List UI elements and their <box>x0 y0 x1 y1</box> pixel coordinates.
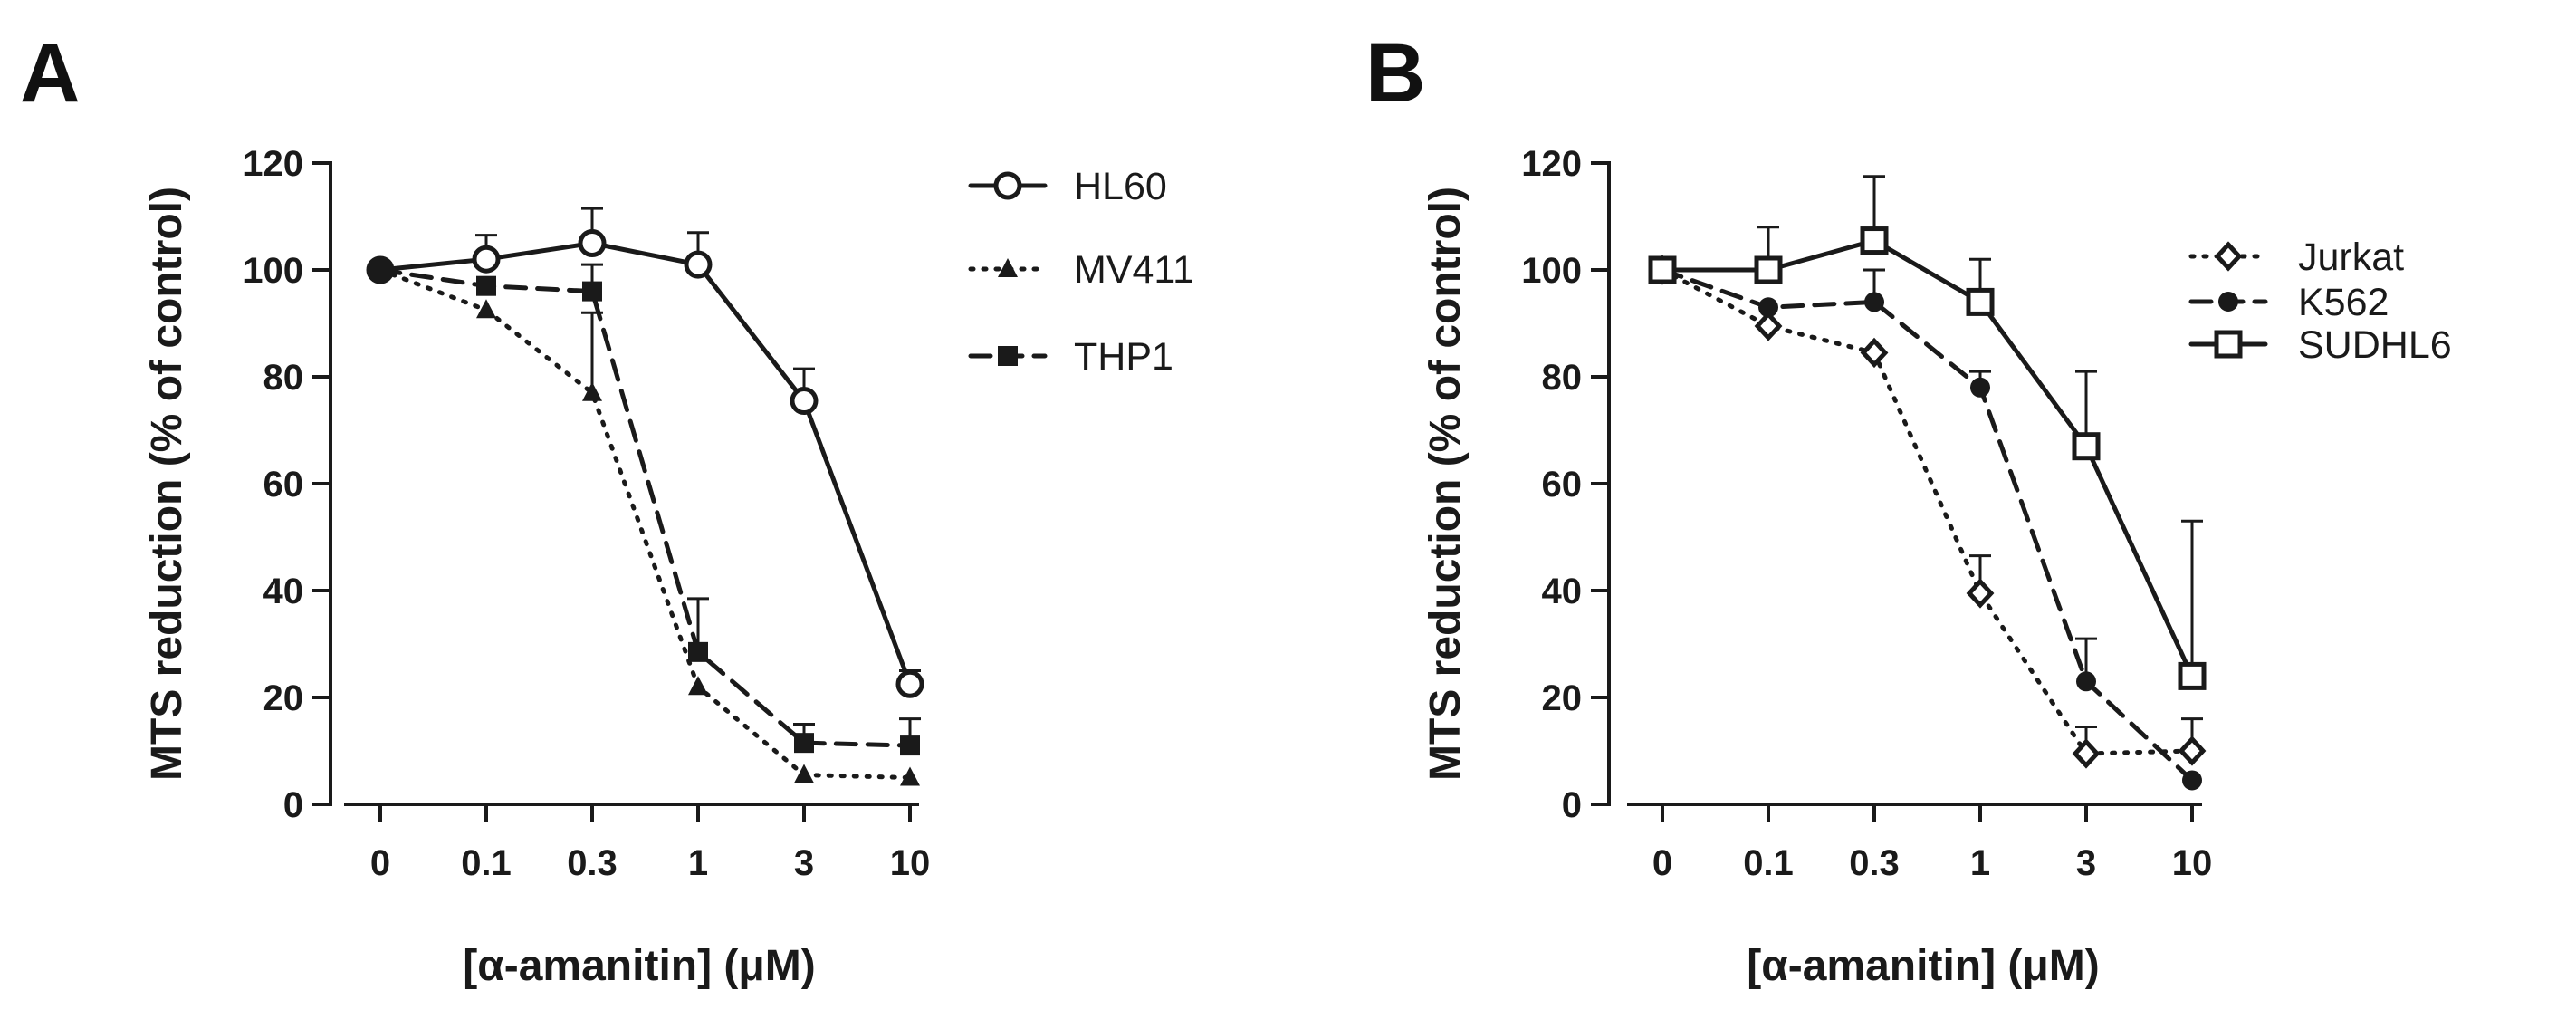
data-point-k562 <box>1758 297 1778 318</box>
series-line-thp1 <box>378 267 913 748</box>
legend-item-k562: K562 <box>2188 281 2389 324</box>
legend-marker <box>998 346 1018 366</box>
legend-item-hl60: HL60 <box>968 165 1167 208</box>
y-tick-label: 20 <box>263 678 304 718</box>
data-point-k562 <box>2076 671 2096 692</box>
y-tick-label: 80 <box>263 358 304 398</box>
chart-panel-a: 0 20 40 60 80 100 120 0 0.1 0.3 1 3 10 MTS reduction … <box>143 144 1194 990</box>
data-point-thp1 <box>688 641 708 662</box>
data-point-sudhl6 <box>1754 255 1783 284</box>
legend-marker <box>2214 241 2243 272</box>
y-tick-label: 100 <box>1521 251 1582 291</box>
series-line-sudhl6 <box>1660 238 2195 678</box>
legend-label: K562 <box>2298 281 2389 324</box>
data-point-hl60 <box>472 245 501 274</box>
x-tick-label: 1 <box>688 843 708 883</box>
data-point-k562 <box>2182 770 2202 791</box>
legend-marker <box>2214 330 2243 359</box>
y-tick-label: 60 <box>263 465 304 505</box>
series-mv411 <box>370 259 920 786</box>
data-point-k562 <box>1864 292 1884 312</box>
data-point-thp1 <box>582 281 602 302</box>
x-tick-label: 10 <box>2172 843 2213 883</box>
data-point-sudhl6 <box>2178 661 2207 690</box>
x-axis-title: [α-amanitin] (μM) <box>463 942 815 990</box>
x-axis-title: [α-amanitin] (μM) <box>1747 942 2099 990</box>
data-point-mv411 <box>900 766 920 786</box>
y-tick-label: 0 <box>283 785 303 825</box>
x-tick-label: 10 <box>890 843 931 883</box>
chart-panel-b: 0 20 40 60 80 100 120 0 0.1 0.3 1 3 10 MTS reduction … <box>1422 144 2452 990</box>
data-point-thp1 <box>794 733 814 754</box>
series-line-jurkat <box>1660 267 2195 756</box>
data-point-jurkat <box>2072 738 2101 769</box>
y-tick-label: 60 <box>1542 465 1583 505</box>
y-tick-label: 40 <box>263 572 304 611</box>
x-tick-label: 0.3 <box>1849 843 1900 883</box>
data-point-thp1 <box>370 260 390 280</box>
legend-marker <box>998 258 1018 277</box>
legend-label: HL60 <box>1074 165 1167 208</box>
data-point-hl60 <box>684 250 713 279</box>
x-tick-label: 3 <box>794 843 814 883</box>
legend-label: Jurkat <box>2298 236 2404 279</box>
y-tick-label: 20 <box>1542 678 1583 718</box>
x-tick-label: 0.3 <box>567 843 618 883</box>
y-tick-label: 40 <box>1542 572 1583 611</box>
data-point-hl60 <box>578 229 607 257</box>
data-point-jurkat <box>1966 578 1995 609</box>
data-point-sudhl6 <box>1860 226 1889 255</box>
data-point-hl60 <box>895 669 924 698</box>
data-point-thp1 <box>476 275 496 296</box>
legend-item-sudhl6: SUDHL6 <box>2188 323 2452 367</box>
series-line-hl60 <box>378 241 913 687</box>
data-point-sudhl6 <box>2072 432 2101 461</box>
legend-label: MV411 <box>1074 248 1194 292</box>
data-point-sudhl6 <box>1966 287 1995 316</box>
series-line-k562 <box>1660 267 2195 783</box>
y-tick-label: 0 <box>1562 785 1582 825</box>
legend-item-mv411: MV411 <box>968 248 1194 292</box>
legend-label: SUDHL6 <box>2298 323 2452 367</box>
legend-label: THP1 <box>1074 335 1173 379</box>
y-axis-title: MTS reduction (% of control) <box>1422 187 1470 781</box>
y-tick-label: 100 <box>243 251 303 291</box>
data-point-mv411 <box>582 381 602 401</box>
x-tick-label: 0.1 <box>461 843 512 883</box>
data-point-thp1 <box>900 735 920 756</box>
x-tick-label: 0 <box>370 843 390 883</box>
y-tick-label: 120 <box>1521 144 1582 184</box>
legend-item-thp1: THP1 <box>968 335 1173 379</box>
y-tick-label: 80 <box>1542 358 1583 398</box>
legend-marker <box>993 171 1022 200</box>
panel-label-a: A <box>20 27 80 120</box>
y-axis-title: MTS reduction (% of control) <box>143 187 191 781</box>
series-k562 <box>1652 260 2202 791</box>
x-tick-label: 0.1 <box>1743 843 1794 883</box>
x-tick-label: 1 <box>1970 843 1990 883</box>
data-point-jurkat <box>1754 311 1783 341</box>
series-jurkat <box>1648 255 2207 769</box>
legend-marker <box>2218 292 2238 312</box>
data-point-sudhl6 <box>1648 255 1677 284</box>
series-thp1 <box>370 260 921 756</box>
data-point-jurkat <box>1860 337 1889 369</box>
data-point-jurkat <box>2178 735 2207 766</box>
legend-item-jurkat: Jurkat <box>2188 236 2404 279</box>
data-point-hl60 <box>790 387 819 416</box>
x-tick-label: 0 <box>1652 843 1672 883</box>
data-point-mv411 <box>476 299 496 319</box>
panel-label-b: B <box>1365 27 1425 120</box>
data-point-mv411 <box>794 764 814 783</box>
y-tick-label: 120 <box>243 144 303 184</box>
series-line-mv411 <box>378 267 913 780</box>
series-sudhl6 <box>1648 175 2207 690</box>
x-tick-label: 3 <box>2076 843 2096 883</box>
data-point-k562 <box>1970 377 1990 398</box>
data-point-mv411 <box>688 676 708 696</box>
